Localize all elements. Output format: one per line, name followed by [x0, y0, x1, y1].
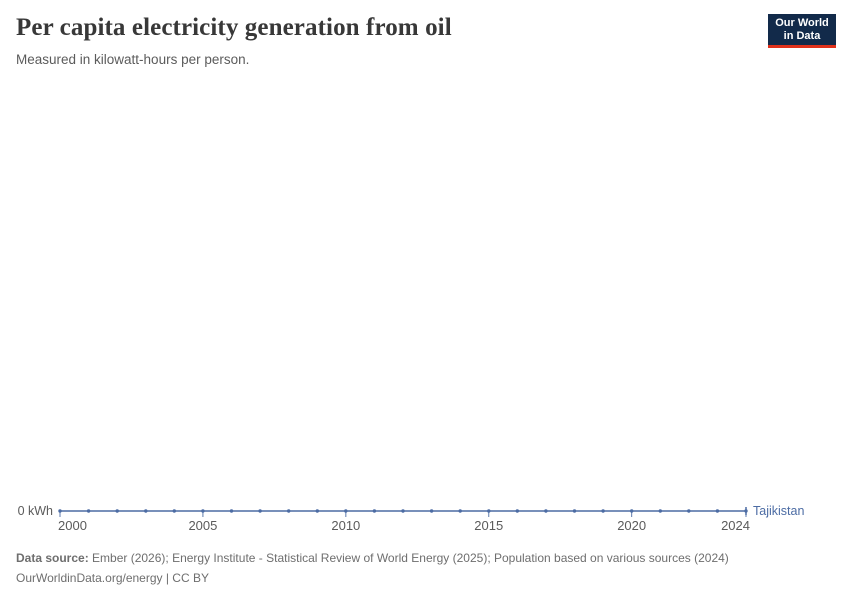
- data-source-label: Data source:: [16, 551, 89, 565]
- chart-title: Per capita electricity generation from o…: [16, 14, 452, 41]
- owid-logo: Our World in Data: [768, 14, 836, 48]
- y-axis-zero-label: 0 kWh: [17, 504, 53, 518]
- data-source-line: Data source: Ember (2026); Energy Instit…: [16, 548, 729, 568]
- series-label-tajikistan[interactable]: Tajikistan: [753, 504, 805, 518]
- chart-subtitle: Measured in kilowatt-hours per person.: [16, 52, 250, 67]
- data-source-text: Ember (2026); Energy Institute - Statist…: [88, 551, 729, 565]
- plot-area: [0, 80, 850, 545]
- chart-footer: Data source: Ember (2026); Energy Instit…: [16, 548, 729, 588]
- owid-logo-line2: in Data: [783, 29, 821, 42]
- owid-logo-line1: Our World: [775, 16, 829, 29]
- license-line[interactable]: OurWorldinData.org/energy | CC BY: [16, 571, 209, 585]
